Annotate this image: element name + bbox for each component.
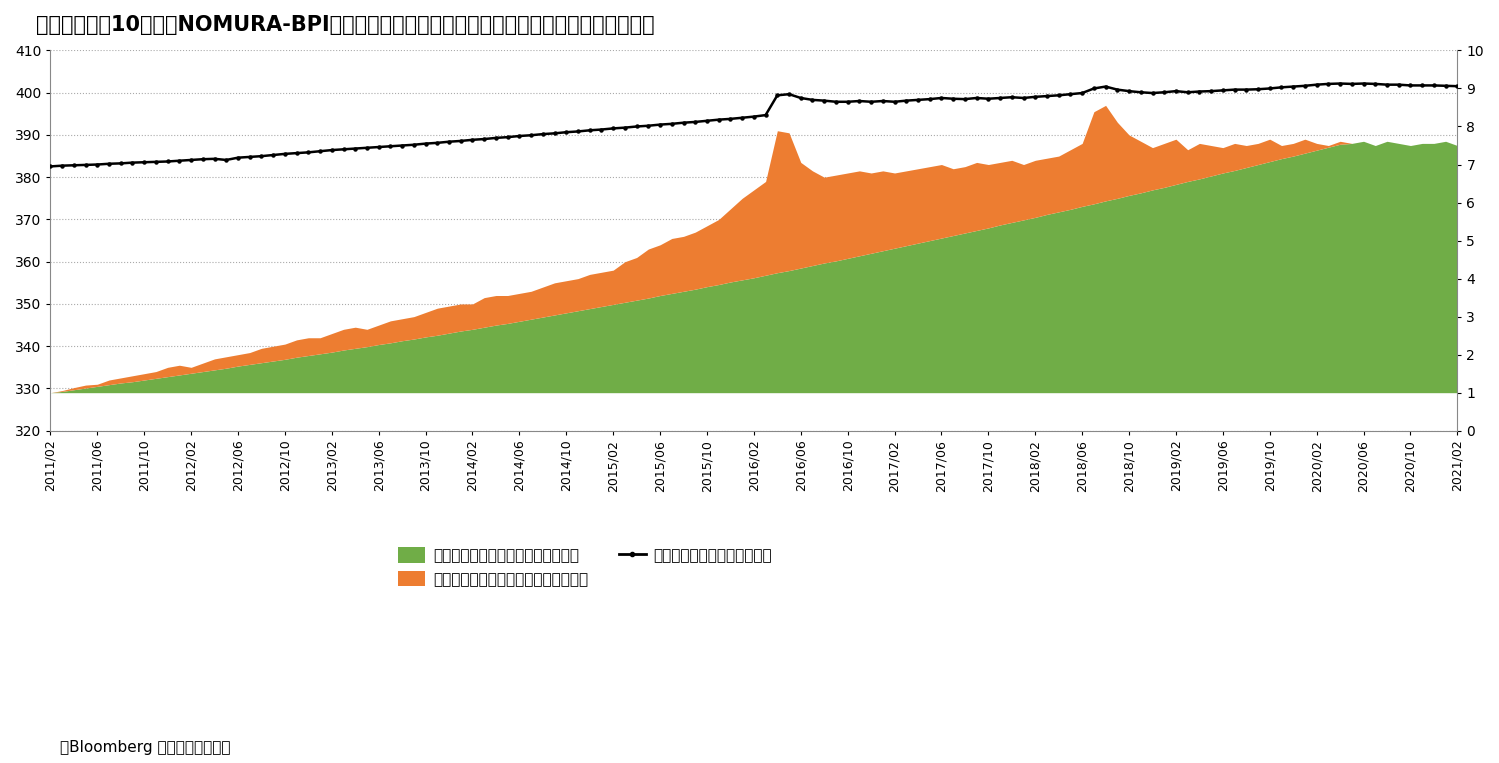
Text: 図表１：過去10年間のNOMURA-BPI（総合）　（左軸）と修正デュレーション（右軸）の推移: 図表１：過去10年間のNOMURA-BPI（総合） （左軸）と修正デュレーション… [36, 15, 655, 35]
Legend: インカム・リターンの要因（左軸）, キャピタル・リターンの要因（左軸）, 修正デュレーション（右軸）: インカム・リターンの要因（左軸）, キャピタル・リターンの要因（左軸）, 修正デ… [391, 541, 778, 593]
Text: （Bloomberg データから作成）: （Bloomberg データから作成） [60, 740, 231, 755]
